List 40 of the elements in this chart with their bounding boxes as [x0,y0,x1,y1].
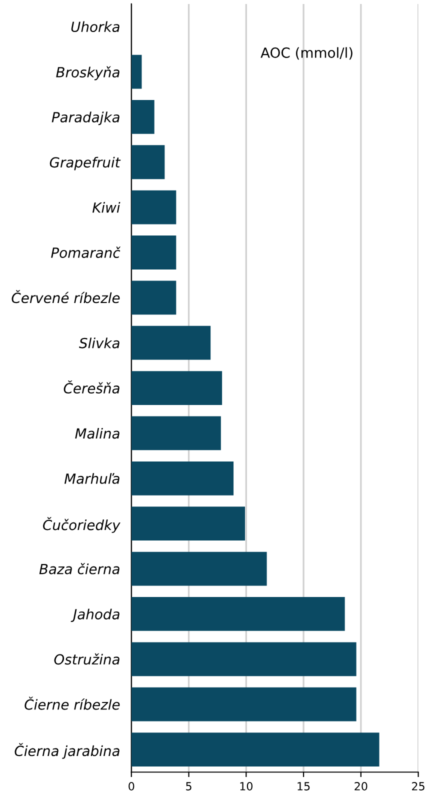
bar [131,371,222,405]
bar [131,687,356,722]
bar [131,100,154,134]
bar [131,642,356,676]
x-tick-label: 0 [128,782,134,790]
bar [131,145,165,180]
y-tick-label: Kiwi [92,202,120,213]
y-tick-label: Uhorka [71,21,120,32]
x-tick-label: 5 [186,782,192,790]
y-tick-label: Pomaranč [51,246,121,258]
y-tick-label: Paradajka [52,112,120,126]
bar [131,506,246,541]
bar [131,190,176,224]
y-tick-label: Malina [75,428,120,439]
y-tick-label: Čučoriedky [43,517,120,533]
bar [131,236,176,270]
bar [131,461,234,496]
x-tick-label: 20 [354,782,368,790]
y-tick-label: Jahoda [70,608,120,622]
bar [131,552,267,586]
y-tick-label: Čerešňa [64,380,120,394]
bar [131,732,380,766]
x-tick-label: 15 [298,782,310,790]
bar [131,54,142,89]
y-tick-label: Čierne ríbezle [24,696,120,710]
y-tick-label: Grapefruit [50,156,121,170]
x-tick-label: 10 [240,782,252,790]
x-tick-label: 25 [412,782,424,790]
y-tick-label: Červené ríbezle [12,290,120,304]
y-tick-label: Ostružina [54,653,120,665]
bar [131,326,211,360]
bar [131,280,176,315]
y-tick-label: Baza čierna [39,562,120,574]
bar [131,597,345,631]
y-tick-label: Čierna jarabina [14,743,120,759]
text: AOC (mmol/l) [260,47,352,60]
y-tick-label: Slivka [79,338,120,348]
bar [131,416,221,450]
y-tick-label: Broskyňa [56,66,120,80]
y-tick-label: Marhuľa [64,473,120,484]
